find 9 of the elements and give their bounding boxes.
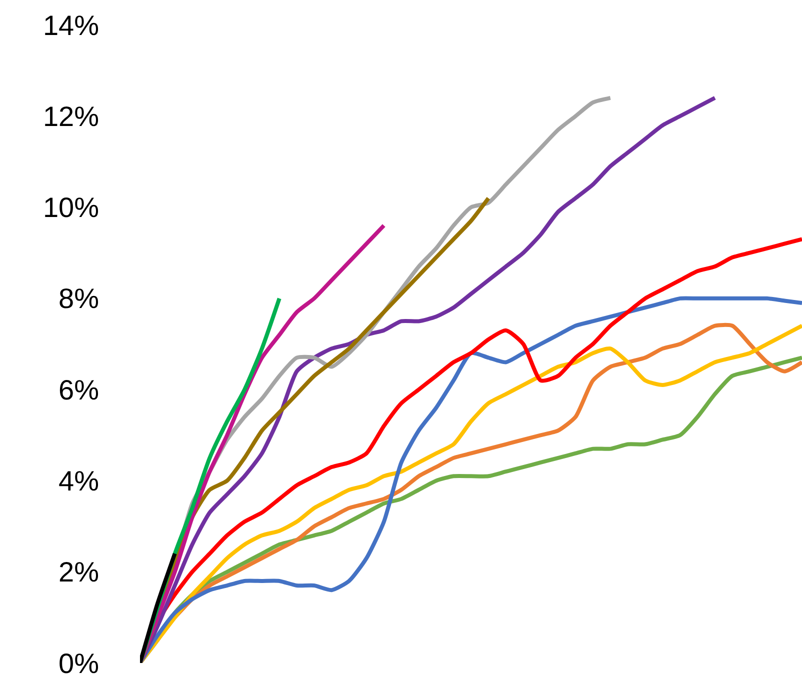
y-tick-label: 4% bbox=[58, 466, 99, 497]
line-series bbox=[140, 96, 717, 663]
y-tick-label: 14% bbox=[42, 10, 99, 41]
y-tick-label: 2% bbox=[58, 556, 99, 588]
y-tick-label: 12% bbox=[42, 100, 99, 132]
y-tick-label: 8% bbox=[58, 283, 99, 314]
y-tick-label: 0% bbox=[58, 648, 99, 679]
y-tick-label: 10% bbox=[42, 192, 99, 224]
y-tick-label: 6% bbox=[58, 374, 99, 406]
